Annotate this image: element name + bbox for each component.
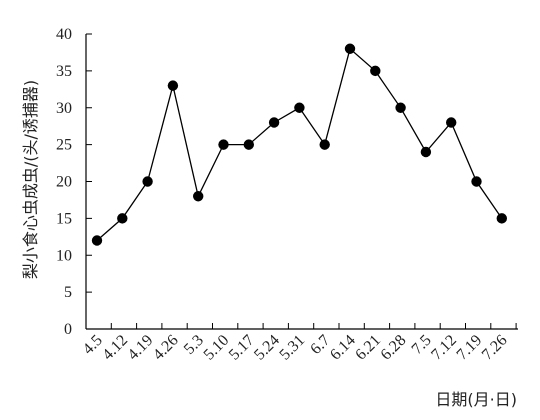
- x-tick-label: 7.26: [479, 332, 511, 364]
- data-point: [319, 139, 330, 150]
- x-tick-label: 4.19: [125, 332, 157, 364]
- x-tick-label: 5.17: [226, 332, 258, 364]
- data-point: [370, 65, 381, 77]
- x-tick-label: 5.10: [201, 332, 233, 364]
- y-tick-label: 20: [56, 174, 72, 191]
- y-tick-label: 10: [56, 247, 72, 264]
- series-line-path: [96, 47, 503, 241]
- y-tick-label: 30: [56, 100, 72, 117]
- x-tick-label: 4.12: [99, 332, 131, 364]
- y-tick-label: 0: [64, 321, 72, 338]
- data-point: [218, 139, 229, 150]
- data-point: [117, 213, 128, 224]
- x-tick-label: 6.21: [352, 332, 384, 364]
- y-tick-label: 15: [56, 210, 72, 227]
- data-point: [395, 102, 406, 113]
- x-tick-label: 5.24: [251, 332, 283, 364]
- data-point: [344, 43, 356, 54]
- data-point: [471, 176, 482, 187]
- y-tick-label: 5: [64, 284, 72, 301]
- y-tick-label: 35: [56, 63, 72, 80]
- data-point: [243, 139, 254, 150]
- y-tick-label: 40: [56, 26, 72, 43]
- data-point: [446, 117, 457, 128]
- data-point: [496, 213, 507, 224]
- data-point: [294, 102, 305, 113]
- data-point: [167, 80, 179, 91]
- x-axis: 4.54.124.194.26 5.35.105.175.245.31 6.76.1…: [80, 323, 518, 364]
- data-point: [142, 176, 153, 187]
- x-tick-label: 7.19: [454, 332, 486, 364]
- x-tick-label: 7.12: [428, 332, 460, 364]
- x-tick-label: 6.14: [327, 332, 359, 364]
- y-tick-label: 25: [56, 137, 72, 154]
- data-point: [193, 191, 204, 202]
- series-line: [91, 43, 507, 246]
- y-axis: 0 5 10 15 20 25 30 35 40: [56, 26, 92, 338]
- data-point: [91, 235, 103, 246]
- data-point: [420, 146, 432, 158]
- x-tick-label: 5.31: [276, 332, 308, 364]
- x-tick-label: 4.26: [150, 332, 182, 364]
- y-axis-title: 梨小食心虫成虫/(头/诱捕器): [21, 80, 40, 279]
- data-point: [268, 117, 280, 128]
- x-axis-title: 日期(月·日): [435, 390, 517, 409]
- x-tick-label: 6.28: [378, 332, 410, 364]
